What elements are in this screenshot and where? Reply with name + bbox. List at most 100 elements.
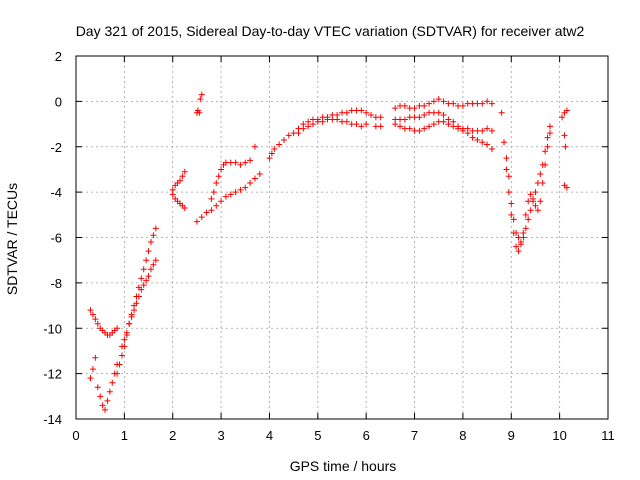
data-point bbox=[133, 300, 140, 307]
data-point bbox=[563, 107, 570, 114]
x-tick-label: 6 bbox=[363, 428, 370, 443]
data-point bbox=[152, 225, 159, 232]
x-axis-label: GPS time / hours bbox=[290, 458, 397, 474]
data-point bbox=[450, 123, 457, 130]
data-point bbox=[181, 168, 188, 175]
data-point bbox=[517, 241, 524, 248]
data-point bbox=[503, 155, 510, 162]
data-point bbox=[562, 143, 569, 150]
data-point bbox=[143, 277, 150, 284]
x-tick-label: 8 bbox=[459, 428, 466, 443]
data-point bbox=[532, 202, 539, 209]
data-point bbox=[426, 123, 433, 130]
data-point bbox=[525, 198, 532, 205]
series-left-cluster-upper bbox=[87, 307, 121, 339]
data-point bbox=[501, 139, 508, 146]
data-point bbox=[358, 123, 365, 130]
series-rise-2 bbox=[118, 257, 159, 350]
series-right-middle bbox=[392, 109, 495, 153]
data-point bbox=[488, 127, 495, 134]
data-point bbox=[498, 109, 505, 116]
data-point bbox=[138, 286, 145, 293]
data-point bbox=[445, 121, 452, 128]
data-point bbox=[215, 173, 222, 180]
data-point bbox=[247, 157, 254, 164]
data-point bbox=[450, 100, 457, 107]
data-point bbox=[479, 127, 486, 134]
data-point bbox=[210, 189, 217, 196]
data-point bbox=[537, 170, 544, 177]
data-point bbox=[87, 307, 94, 314]
x-tick-label: 11 bbox=[601, 428, 615, 443]
data-point bbox=[218, 166, 225, 173]
data-point bbox=[203, 209, 210, 216]
data-point bbox=[121, 336, 128, 343]
data-point bbox=[527, 207, 534, 214]
data-point bbox=[256, 170, 263, 177]
data-point bbox=[198, 214, 205, 221]
data-point bbox=[534, 207, 541, 214]
data-point bbox=[102, 406, 109, 413]
data-point bbox=[397, 123, 404, 130]
x-tick-label: 2 bbox=[169, 428, 176, 443]
data-point bbox=[358, 107, 365, 114]
data-point bbox=[508, 211, 515, 218]
data-point bbox=[138, 275, 145, 282]
data-point bbox=[416, 127, 423, 134]
data-point bbox=[484, 141, 491, 148]
data-point bbox=[106, 388, 113, 395]
data-point bbox=[343, 109, 350, 116]
data-point bbox=[266, 155, 273, 162]
y-tick-label: -2 bbox=[50, 140, 62, 155]
data-point bbox=[488, 100, 495, 107]
series-right-upper bbox=[392, 96, 495, 112]
data-point bbox=[237, 161, 244, 168]
series-main-arc bbox=[266, 107, 384, 162]
data-point bbox=[131, 307, 138, 314]
data-point bbox=[479, 139, 486, 146]
data-point bbox=[513, 243, 520, 250]
series-segment-lower-3h bbox=[193, 170, 263, 225]
data-point bbox=[97, 393, 104, 400]
data-point bbox=[563, 184, 570, 191]
data-point bbox=[176, 177, 183, 184]
x-tick-label: 4 bbox=[266, 428, 273, 443]
data-point bbox=[198, 91, 205, 98]
data-point bbox=[464, 125, 471, 132]
data-point bbox=[118, 343, 125, 350]
data-point bbox=[401, 116, 408, 123]
data-point bbox=[251, 175, 258, 182]
data-point bbox=[406, 125, 413, 132]
chart-title: Day 321 of 2015, Sidereal Day-to-day VTE… bbox=[76, 23, 585, 39]
data-point bbox=[150, 261, 157, 268]
x-tick-label: 5 bbox=[314, 428, 321, 443]
data-point bbox=[242, 184, 249, 191]
data-point bbox=[150, 232, 157, 239]
data-point bbox=[520, 229, 527, 236]
data-point bbox=[147, 239, 154, 246]
data-point bbox=[334, 116, 341, 123]
data-point bbox=[92, 316, 99, 323]
data-point bbox=[363, 109, 370, 116]
data-point bbox=[208, 207, 215, 214]
data-point bbox=[247, 180, 254, 187]
data-point bbox=[99, 402, 106, 409]
data-point bbox=[179, 173, 186, 180]
data-point bbox=[522, 211, 529, 218]
data-point bbox=[363, 121, 370, 128]
data-point bbox=[208, 195, 215, 202]
axis-ticks: 0 1 2 3 4 5 6 7 8 9 10 11 -14 -12 -10 -8 -6 -4 -2 0 2 bbox=[43, 49, 615, 443]
x-tick-label: 3 bbox=[217, 428, 224, 443]
data-point bbox=[440, 111, 447, 118]
data-point bbox=[440, 98, 447, 105]
data-point bbox=[505, 173, 512, 180]
y-tick-label: -8 bbox=[50, 276, 62, 291]
data-point bbox=[232, 159, 239, 166]
data-point bbox=[169, 191, 176, 198]
data-point bbox=[527, 191, 534, 198]
data-point bbox=[474, 136, 481, 143]
data-point bbox=[561, 132, 568, 139]
data-point bbox=[435, 109, 442, 116]
data-point bbox=[126, 320, 133, 327]
